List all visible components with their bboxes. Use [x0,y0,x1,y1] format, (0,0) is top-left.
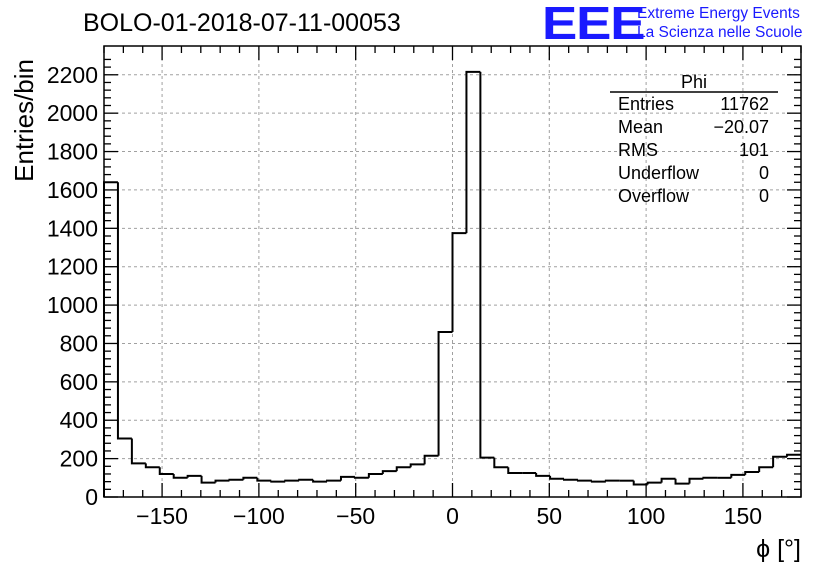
histogram-bin [367,472,383,478]
x-tick-label: −150 [136,503,188,529]
stats-row-label: Mean [618,117,663,137]
histogram-bin [228,478,244,481]
y-tick-label: 200 [60,446,98,472]
histogram-bin [172,473,188,479]
y-tick-label: 1200 [47,254,98,280]
histogram-bin [507,467,523,475]
y-tick-label: 800 [60,330,98,356]
x-tick-label: 150 [724,503,762,529]
x-axis-label: ϕ [°] [756,535,801,563]
histogram-bin [353,476,369,479]
histogram-bin [381,470,397,474]
label-layer: Entries/bin ϕ [°] [9,59,801,563]
histogram-bin [702,476,718,479]
stats-row-label: Underflow [618,163,700,183]
histogram-bin [242,476,258,480]
histogram-bin [535,473,551,477]
stats-row-label: RMS [618,140,658,160]
histogram-bin [144,463,160,469]
histogram-bin [312,479,328,483]
histogram-bin [660,477,676,483]
y-tick-label: 1400 [47,215,98,241]
eee-logo-mark: EEE [542,0,646,49]
stats-title: Phi [681,72,707,92]
axis-layer: −150 −100 −50 0 50 100 150 0 200 400 600 800 1000 120… [47,45,802,529]
histogram-bin [130,438,146,465]
stats-row-label: Overflow [618,186,690,206]
histogram-bin [103,181,118,497]
eee-logo-text: Extreme Energy Events La Scienza nelle S… [637,4,802,42]
histogram-bin [493,457,509,469]
histogram-bin [576,479,592,482]
histogram-bin [270,480,286,483]
stats-row-value: 101 [739,140,769,160]
histogram-bin [423,454,439,465]
stats-row-value: −20.07 [713,117,769,137]
histogram-bin [590,480,606,483]
histogram-bin [395,466,411,472]
histogram-bin [326,479,341,482]
histogram-bin [772,455,788,468]
histogram-bin [284,479,300,482]
histogram-bin [688,477,704,484]
y-tick-label: 600 [60,369,98,395]
y-axis-label: Entries/bin [9,59,39,182]
histogram-bin [339,475,355,481]
histogram-bin [116,182,132,440]
histogram-bin [646,481,662,485]
x-tick-label: −100 [233,503,285,529]
histogram-bin [632,480,648,486]
y-tick-label: 400 [60,407,98,433]
chart-title: BOLO-01-2018-07-11-00053 [83,9,401,37]
histogram-bin [549,475,565,480]
histogram-bin [437,330,453,456]
x-tick-label: 0 [446,503,459,529]
histogram-bin [479,71,495,459]
y-tick-label: 1000 [47,292,98,318]
histogram-bin [200,475,216,484]
y-tick-label: 1800 [47,139,98,165]
x-tick-label: 100 [627,503,665,529]
histogram-bin [563,478,578,481]
y-tick-label: 1600 [47,177,98,203]
histogram-bin [158,467,174,475]
stats-row-label: Entries [618,94,674,114]
y-tick-label: 2000 [47,100,98,126]
y-tick-label: 0 [85,484,98,510]
histogram-bin [451,232,467,332]
histogram-bin [465,70,481,234]
eee-logo-line2: La Scienza nelle Scuole [637,24,803,41]
histogram-bin [186,474,202,478]
histogram-bin [214,479,230,483]
histogram-bin [758,466,774,473]
x-tick-label: −50 [336,503,375,529]
stats-box: Phi Entries 11762 Mean −20.07 RMS 101 Underflo… [610,72,778,206]
y-tick-label: 2200 [47,62,98,88]
eee-logo-line1: Extreme Energy Events [637,5,800,22]
histogram-bin [786,453,801,457]
histogram-bin [674,478,690,485]
histogram-bin [744,471,760,475]
histogram-bin [409,463,425,468]
stats-row-value: 11762 [720,94,769,114]
histogram-layer [103,70,801,497]
stats-row-value: 0 [759,186,769,206]
stats-row-value: 0 [759,163,769,183]
x-tick-label: 50 [537,503,563,529]
histogram-bin [256,477,272,482]
histogram-bin [730,473,746,478]
histogram-bin [604,479,620,482]
histogram-bin [298,478,314,481]
